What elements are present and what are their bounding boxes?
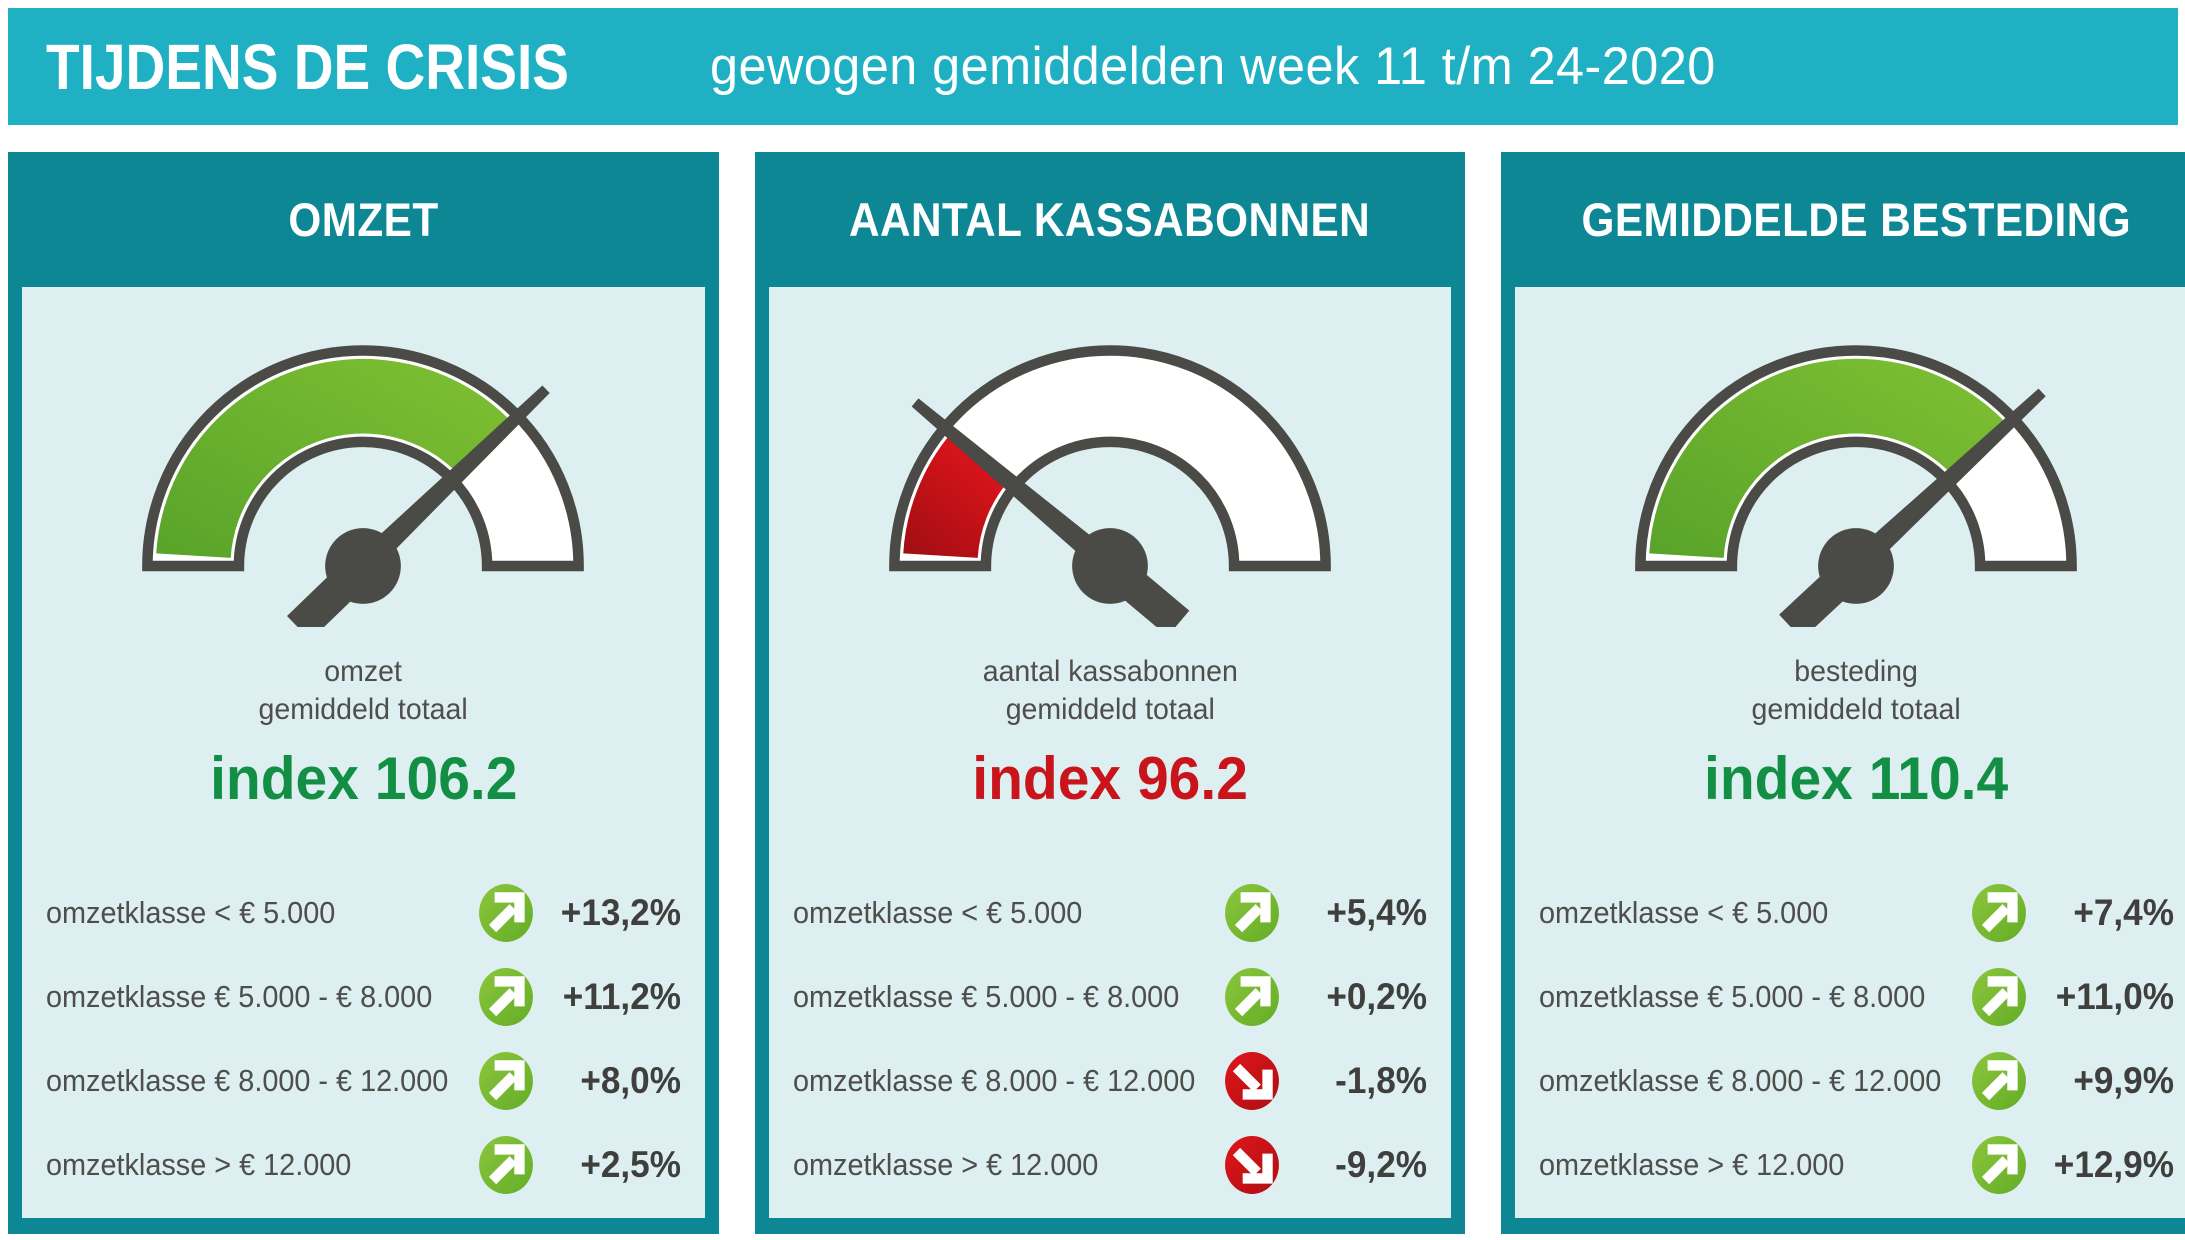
row-value: +13,2% xyxy=(560,892,681,933)
caption-line2: gemiddeld totaal xyxy=(1751,692,1961,726)
metric-row: omzetklasse € 5.000 - € 8.000 +0,2% xyxy=(792,955,1428,1039)
row-value: +7,4% xyxy=(2072,892,2174,933)
metric-row: omzetklasse € 8.000 - € 12.000 +9,9% xyxy=(1539,1039,2174,1123)
metric-row: omzetklasse € 5.000 - € 8.000 +11,2% xyxy=(46,955,681,1039)
gauge-omzet xyxy=(142,345,585,627)
caption-line1: omzet xyxy=(324,655,403,688)
metric-row: omzetklasse > € 12.000 -9,2% xyxy=(792,1123,1428,1207)
caption-line2: gemiddeld totaal xyxy=(258,692,468,726)
metric-row: omzetklasse < € 5.000 +13,2% xyxy=(46,871,681,955)
row-value: +11,0% xyxy=(2055,976,2174,1017)
panel-title-text: OMZET xyxy=(288,193,439,246)
row-label: omzetklasse < € 5.000 xyxy=(792,895,1082,930)
row-label: omzetklasse € 8.000 - € 12.000 xyxy=(46,1063,449,1098)
row-value: +2,5% xyxy=(579,1144,681,1185)
trend-up-icon xyxy=(1225,884,1280,942)
metric-row: omzetklasse € 5.000 - € 8.000 +11,0% xyxy=(1539,955,2174,1039)
row-label: omzetklasse > € 12.000 xyxy=(46,1147,352,1182)
metric-rows: omzetklasse < € 5.000 +13,2% omzetklasse… xyxy=(22,871,705,1207)
row-value: -9,2% xyxy=(1335,1144,1428,1185)
panel-besteding: GEMIDDELDE BESTEDING besteding gemiddeld… xyxy=(1501,152,2185,1234)
gauge-fill-sector xyxy=(1649,358,2008,558)
row-value: -1,8% xyxy=(1335,1060,1428,1101)
row-value: +9,9% xyxy=(2072,1060,2174,1101)
trend-up-icon xyxy=(1971,968,2026,1026)
gauge-ring xyxy=(888,345,1331,572)
header-bar: TIJDENS DE CRISIS gewogen gemiddelden we… xyxy=(8,8,2178,125)
gauge-besteding xyxy=(1635,345,2078,627)
gauge-caption: aantal kassabonnen gemiddeld totaal xyxy=(982,653,1237,728)
panel-omzet-body: omzet gemiddeld totaal index 106.2 omzet… xyxy=(22,287,705,1218)
panel-omzet-title: OMZET xyxy=(8,152,719,287)
gauge-fill-sector xyxy=(156,358,513,558)
gauge-hub xyxy=(1071,528,1148,604)
trend-up-icon xyxy=(1971,1052,2026,1110)
gauge-caption: besteding gemiddeld totaal xyxy=(1752,653,1961,728)
panel-kassabonnen-title: AANTAL KASSABONNEN xyxy=(755,152,1466,287)
panel-title-text: GEMIDDELDE BESTEDING xyxy=(1581,193,2132,246)
trend-down-icon xyxy=(1225,1136,1280,1194)
panel-besteding-body: besteding gemiddeld totaal index 110.4 o… xyxy=(1515,287,2185,1218)
trend-up-icon xyxy=(478,884,533,942)
row-label: omzetklasse < € 5.000 xyxy=(1539,895,1829,930)
metric-row: omzetklasse € 8.000 - € 12.000 +8,0% xyxy=(46,1039,681,1123)
index-value: index 110.4 xyxy=(1704,745,2009,812)
row-label: omzetklasse € 5.000 - € 8.000 xyxy=(792,979,1179,1014)
trend-up-icon xyxy=(478,968,533,1026)
caption-line2: gemiddeld totaal xyxy=(1005,692,1215,726)
row-label: omzetklasse € 8.000 - € 12.000 xyxy=(792,1063,1195,1098)
row-label: omzetklasse > € 12.000 xyxy=(1539,1147,1845,1182)
metric-row: omzetklasse € 8.000 - € 12.000 -1,8% xyxy=(792,1039,1428,1123)
panels-row: OMZET omzet gemiddeld totaal index 106.2 xyxy=(8,152,2185,1234)
trend-up-icon xyxy=(478,1052,533,1110)
row-value: +11,2% xyxy=(562,976,681,1017)
panel-kassabonnen: AANTAL KASSABONNEN aantal kassabonnen ge… xyxy=(754,152,1466,1234)
caption-line1: aantal kassabonnen xyxy=(982,655,1238,688)
row-label: omzetklasse € 8.000 - € 12.000 xyxy=(1539,1063,1942,1098)
trend-up-icon xyxy=(1971,884,2026,942)
page-subtitle: gewogen gemiddelden week 11 t/m 24-2020 xyxy=(710,37,1716,96)
panel-title-text: AANTAL KASSABONNEN xyxy=(849,193,1371,246)
panel-besteding-title: GEMIDDELDE BESTEDING xyxy=(1501,152,2185,287)
gauge-hub xyxy=(1818,528,1895,604)
trend-down-icon xyxy=(1225,1052,1280,1110)
row-value: +8,0% xyxy=(579,1060,681,1101)
metric-row: omzetklasse > € 12.000 +12,9% xyxy=(1539,1123,2174,1207)
gauge-caption: omzet gemiddeld totaal xyxy=(259,653,468,728)
metric-rows: omzetklasse < € 5.000 +7,4% omzetklasse … xyxy=(1515,871,2185,1207)
row-label: omzetklasse € 5.000 - € 8.000 xyxy=(1539,979,1926,1014)
metric-rows: omzetklasse < € 5.000 +5,4% omzetklasse … xyxy=(769,871,1452,1207)
trend-up-icon xyxy=(478,1136,533,1194)
metric-row: omzetklasse > € 12.000 +2,5% xyxy=(46,1123,681,1207)
index-value: index 106.2 xyxy=(209,745,517,812)
panel-omzet: OMZET omzet gemiddeld totaal index 106.2 xyxy=(8,152,719,1234)
index-value: index 96.2 xyxy=(971,745,1248,812)
trend-up-icon xyxy=(1225,968,1280,1026)
row-value: +12,9% xyxy=(2053,1144,2174,1185)
row-value: +0,2% xyxy=(1326,976,1428,1017)
row-label: omzetklasse < € 5.000 xyxy=(46,895,336,930)
trend-up-icon xyxy=(1971,1136,2026,1194)
row-label: omzetklasse > € 12.000 xyxy=(792,1147,1098,1182)
metric-row: omzetklasse < € 5.000 +7,4% xyxy=(1539,871,2174,955)
page-title: TIJDENS DE CRISIS xyxy=(46,30,569,103)
panel-kassabonnen-body: aantal kassabonnen gemiddeld totaal inde… xyxy=(768,287,1452,1218)
row-value: +5,4% xyxy=(1326,892,1428,933)
gauge-hub xyxy=(325,528,402,604)
row-label: omzetklasse € 5.000 - € 8.000 xyxy=(46,979,433,1014)
gauge-kassabonnen xyxy=(888,345,1331,627)
metric-row: omzetklasse < € 5.000 +5,4% xyxy=(792,871,1428,955)
caption-line1: besteding xyxy=(1794,655,1919,688)
